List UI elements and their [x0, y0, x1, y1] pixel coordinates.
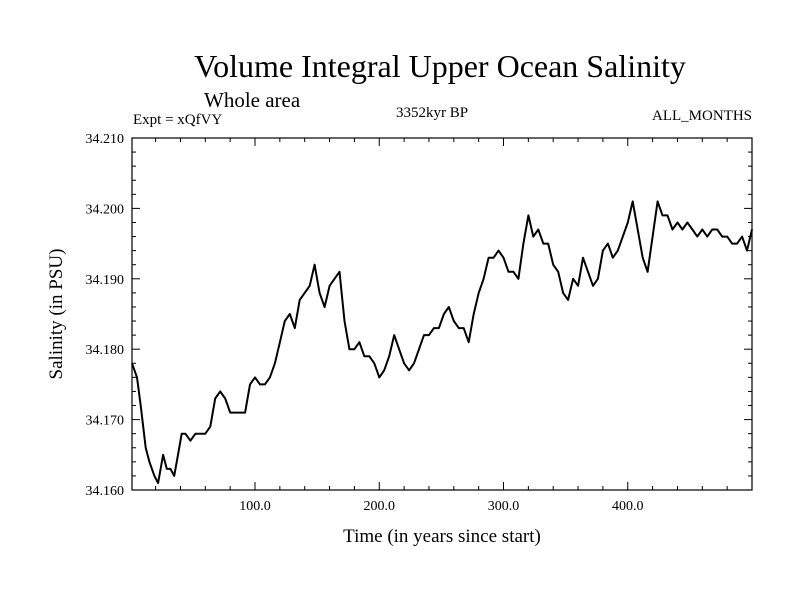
plot-frame — [131, 137, 753, 491]
y-axis-label: Salinity (in PSU) — [46, 249, 67, 380]
series-line-salinity — [131, 200, 753, 484]
period-label: 3352kyr BP — [396, 105, 469, 121]
y-tick-label: 34.210 — [86, 132, 125, 147]
x-tick-label: 200.0 — [364, 499, 396, 514]
chart-title: Volume Integral Upper Ocean Salinity — [194, 48, 686, 84]
months-label: ALL_MONTHS — [652, 108, 752, 124]
x-tick-label: 100.0 — [239, 499, 271, 514]
y-tick-label: 34.170 — [86, 414, 125, 429]
x-tick-label: 400.0 — [612, 499, 644, 514]
y-tick-label: 34.200 — [86, 202, 125, 217]
experiment-label: Expt = xQfVY — [133, 112, 223, 128]
y-tick-label: 34.190 — [86, 273, 125, 288]
axis-ticks — [132, 137, 752, 491]
y-tick-label: 34.160 — [86, 484, 125, 499]
y-tick-label: 34.180 — [86, 343, 125, 358]
x-tick-label: 300.0 — [488, 499, 520, 514]
chart-subtitle: Whole area — [204, 88, 301, 112]
x-axis-label: Time (in years since start) — [343, 526, 541, 547]
axis-tick-labels: 100.0 200.0 300.0 400.0 34.160 34.170 34.180 34… — [86, 132, 644, 514]
